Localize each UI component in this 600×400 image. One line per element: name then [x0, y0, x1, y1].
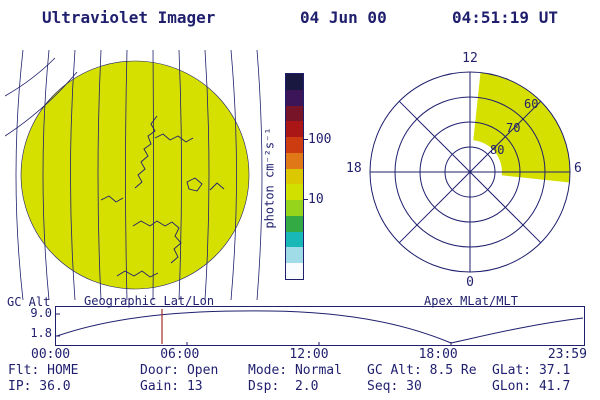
lonlat-grid-lines: [4, 49, 263, 301]
status-seq: Seq: 30: [367, 379, 422, 394]
alt-plot-panel: [55, 306, 585, 346]
status-glat: GLat: 37.1: [492, 363, 571, 378]
colorbar-tick-100-mark: [304, 139, 308, 140]
status-door: Door: Open: [140, 363, 219, 378]
status-mode: Mode: Normal: [248, 363, 342, 378]
status-gc-alt: GC Alt: 8.5 Re: [367, 363, 477, 378]
colorbar-tick-100: 100: [308, 132, 332, 147]
status-dsp: Dsp: 2.0: [248, 379, 319, 394]
time-tick: 00:00: [31, 347, 71, 362]
polar-plot-panel: 12 0 18 6 60 70 80: [346, 46, 594, 302]
mlat-ring-label-60: 60: [524, 97, 539, 111]
mlt-label-6: 6: [574, 161, 582, 176]
status-gain: Gain: 13: [140, 379, 203, 394]
alt-plot-frame: [55, 306, 585, 346]
alt-plot-ymax: 9.0: [30, 306, 52, 320]
status-row-1: Flt: HOME Door: Open Mode: Normal GC Alt…: [0, 363, 600, 379]
time-tick: 23:59: [547, 347, 587, 362]
time-tick: 18:00: [418, 347, 458, 362]
gc-alt-curve: [56, 310, 584, 344]
status-ip: IP: 36.0: [8, 379, 71, 394]
time-display: 04:51:19 UT: [452, 8, 558, 27]
auroral-oval-region: [473, 72, 571, 183]
polar-plot: [369, 71, 571, 273]
app-title: Ultraviolet Imager: [42, 8, 216, 27]
mlat-ring-label-70: 70: [506, 121, 521, 135]
colorbar-bands: [285, 73, 304, 280]
coastlines: [100, 115, 225, 278]
mlat-ring-label-80: 80: [490, 143, 505, 157]
geographic-map: [4, 49, 263, 301]
alt-plot-ymin: 1.8: [30, 326, 52, 340]
alt-plot: [55, 306, 585, 346]
polar-grid: [369, 71, 571, 273]
alt-plot-ticks: [55, 313, 452, 346]
mlt-label-12: 12: [462, 51, 478, 66]
alt-plot-ylabel: GC Alt: [7, 295, 51, 309]
colorbar-unit-label: photon cm⁻²s⁻¹: [262, 127, 277, 229]
polar-panel-caption: Apex MLat/MLT: [424, 294, 518, 308]
colorbar-tick-10-mark: [304, 199, 308, 200]
status-flt: Flt: HOME: [8, 363, 79, 378]
mlt-label-0: 0: [466, 275, 474, 290]
time-tick: 12:00: [289, 347, 329, 362]
status-glon: GLon: 41.7: [492, 379, 571, 394]
time-tick: 06:00: [160, 347, 200, 362]
geo-panel-caption: Geographic Lat/Lon: [84, 294, 215, 308]
mlt-label-18: 18: [346, 161, 362, 176]
colorbar-tick-10: 10: [308, 192, 324, 207]
date-display: 04 Jun 00: [300, 8, 387, 27]
time-axis: 00:00 06:00 12:00 18:00 23:59: [31, 347, 587, 362]
geographic-map-panel: [4, 49, 267, 301]
status-row-2: IP: 36.0 Gain: 13 Dsp: 2.0 Seq: 30 GLon:…: [0, 379, 600, 395]
imager-disk: [20, 60, 250, 290]
